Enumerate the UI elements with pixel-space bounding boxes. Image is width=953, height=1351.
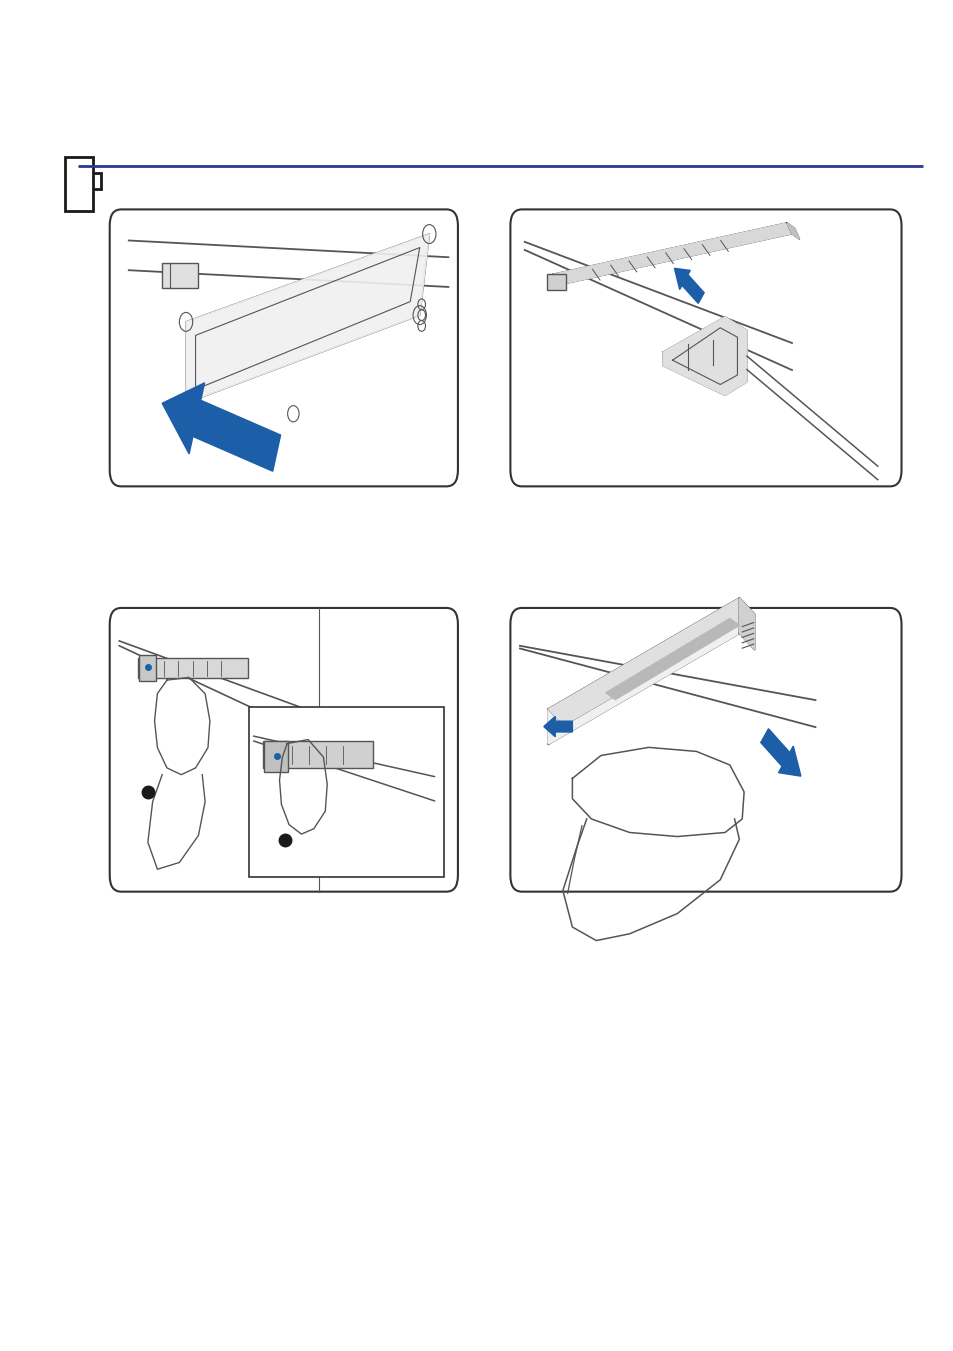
Bar <box>546 274 565 290</box>
FancyBboxPatch shape <box>510 608 901 892</box>
Polygon shape <box>662 317 746 396</box>
Polygon shape <box>186 234 429 403</box>
Polygon shape <box>739 598 754 650</box>
Polygon shape <box>548 598 739 744</box>
Bar <box>139 655 156 681</box>
FancyBboxPatch shape <box>110 608 457 892</box>
Bar <box>249 708 443 878</box>
FancyArrow shape <box>760 728 801 775</box>
FancyBboxPatch shape <box>510 209 901 486</box>
FancyArrow shape <box>674 269 703 304</box>
Bar <box>264 740 288 773</box>
Polygon shape <box>605 619 739 700</box>
Polygon shape <box>786 223 799 239</box>
Bar <box>65 157 93 211</box>
Polygon shape <box>553 223 791 285</box>
FancyArrow shape <box>162 382 280 471</box>
Bar <box>263 740 373 767</box>
Polygon shape <box>548 598 754 725</box>
FancyBboxPatch shape <box>110 209 457 486</box>
Bar <box>162 263 198 288</box>
Bar <box>138 658 248 678</box>
FancyArrow shape <box>543 716 572 736</box>
